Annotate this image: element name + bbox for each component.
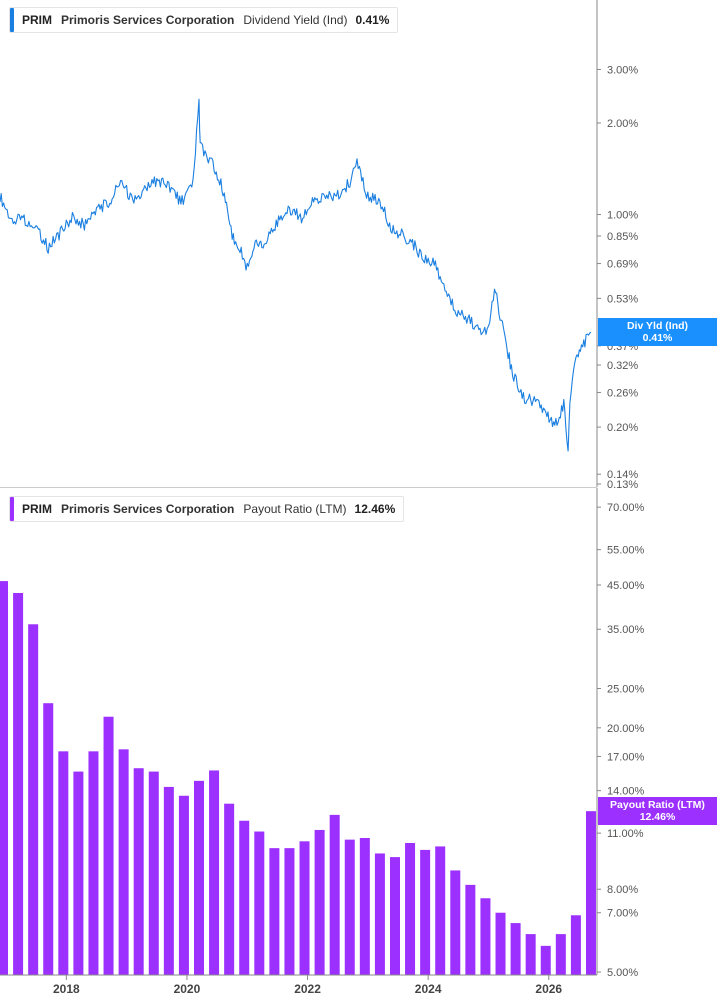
payout-ratio-bar [88, 751, 99, 975]
x-tick-label: 2020 [174, 982, 201, 996]
series-color-swatch [10, 8, 14, 32]
legend-metric: Dividend Yield (Ind) [243, 13, 348, 27]
payout-ratio-bar [555, 934, 566, 975]
y-tick-label: 1.00% [607, 210, 638, 222]
dividend-yield-line [0, 98, 592, 452]
payout-ratio-bar [540, 945, 551, 975]
y-tick-label: 8.00% [607, 884, 638, 896]
legend-company: Primoris Services Corporation [61, 502, 235, 516]
payout-ratio-bar [103, 716, 114, 975]
payout-ratio-bar [465, 884, 476, 975]
payout-ratio-value-tag: Payout Ratio (LTM) 12.46% [598, 797, 717, 826]
legend-metric: Payout Ratio (LTM) [243, 502, 347, 516]
payout-ratio-bar [163, 786, 174, 975]
payout-ratio-bar [525, 934, 536, 975]
y-tick-label: 11.00% [607, 828, 644, 840]
payout-ratio-bar [299, 841, 310, 975]
legend-company: Primoris Services Corporation [61, 13, 235, 27]
payout-ratio-bar [194, 780, 204, 975]
payout-ratio-bar [405, 842, 416, 975]
y-tick-label: 25.00% [607, 684, 645, 696]
payout-ratio-bar [178, 795, 189, 975]
payout-ratio-bar [118, 749, 129, 975]
payout-ratio-plot: 70.00% 55.00% 45.00% 35.00% 25.00% 20.00% 17.0… [0, 488, 645, 979]
payout-ratio-bar [435, 846, 446, 975]
y-tick-label: 0.26% [607, 387, 638, 399]
tag-label: Payout Ratio (LTM) [610, 799, 705, 812]
payout-ratio-bar [0, 581, 9, 975]
payout-ratio-bar [495, 912, 506, 975]
legend-ticker: PRIM [22, 502, 52, 516]
payout-ratio-bar [450, 870, 461, 975]
payout-ratio-bar [43, 703, 54, 975]
dividend-yield-legend[interactable]: PRIM Primoris Services Corporation Divid… [9, 7, 399, 33]
payout-ratio-bar [389, 857, 400, 975]
payout-ratio-bar [420, 849, 431, 975]
tag-value: 0.41% [642, 332, 673, 345]
y-tick-label: 20.00% [607, 723, 645, 735]
y-tick-label: 3.00% [607, 64, 638, 76]
payout-ratio-bar [314, 829, 325, 975]
y-tick-label: 55.00% [607, 545, 645, 557]
payout-ratio-bar [58, 751, 69, 975]
payout-ratio-bar [284, 848, 295, 975]
payout-ratio-bar [239, 820, 250, 975]
dividend-yield-plot: 3.00%2.00%1.00%0.85%0.69%0.53%0.37%0.32%… [0, 0, 638, 491]
y-tick-label: 0.14% [607, 469, 638, 481]
y-tick-label: 17.00% [607, 751, 645, 763]
x-tick-label: 2018 [53, 982, 80, 996]
legend-value: 12.46% [354, 502, 396, 516]
x-tick-label: 2026 [535, 982, 562, 996]
y-tick-label: 5.00% [607, 967, 638, 979]
y-tick-label: 45.00% [607, 580, 645, 592]
y-tick-label: 14.00% [607, 786, 645, 798]
payout-ratio-bar [329, 814, 340, 975]
dividend-yield-value-tag: Div Yld (Ind) 0.41% [598, 318, 717, 347]
payout-ratio-bar [13, 592, 24, 975]
y-tick-label: 70.00% [607, 502, 645, 514]
payout-ratio-bar [359, 837, 370, 975]
payout-ratio-bar [148, 771, 159, 975]
y-tick-label: 0.69% [607, 259, 638, 271]
legend-value: 0.41% [355, 13, 390, 27]
payout-ratio-bar [133, 768, 144, 975]
legend-ticker: PRIM [22, 13, 52, 27]
payout-ratio-legend[interactable]: PRIM Primoris Services Corporation Payou… [9, 496, 405, 522]
y-tick-label: 0.53% [607, 293, 638, 305]
payout-ratio-bar [585, 811, 596, 975]
payout-ratio-bar [28, 624, 39, 975]
tag-value: 12.46% [639, 811, 676, 824]
payout-ratio-bar [224, 803, 235, 975]
payout-ratio-bar [570, 915, 581, 975]
x-tick-label: 2024 [415, 982, 442, 996]
series-color-swatch [10, 497, 14, 521]
y-tick-label: 0.32% [607, 360, 638, 372]
payout-ratio-bar [73, 771, 84, 975]
y-tick-label: 0.20% [607, 422, 638, 434]
x-tick-label: 2022 [294, 982, 321, 996]
payout-ratio-bar [510, 923, 521, 975]
y-tick-label: 7.00% [607, 908, 638, 920]
payout-ratio-bar [269, 848, 280, 975]
payout-ratio-bar [254, 831, 265, 975]
y-tick-label: 2.00% [607, 118, 638, 130]
payout-ratio-bar [480, 898, 491, 975]
y-tick-label: 0.13% [607, 479, 638, 491]
tag-label: Div Yld (Ind) [626, 320, 689, 333]
y-tick-label: 35.00% [607, 624, 645, 636]
payout-ratio-bar [374, 853, 385, 975]
x-axis: 2018 2020 2022 2024 2026 [0, 974, 597, 996]
payout-ratio-bar [209, 770, 220, 975]
y-tick-label: 0.85% [607, 231, 638, 243]
payout-ratio-bar [344, 839, 355, 975]
